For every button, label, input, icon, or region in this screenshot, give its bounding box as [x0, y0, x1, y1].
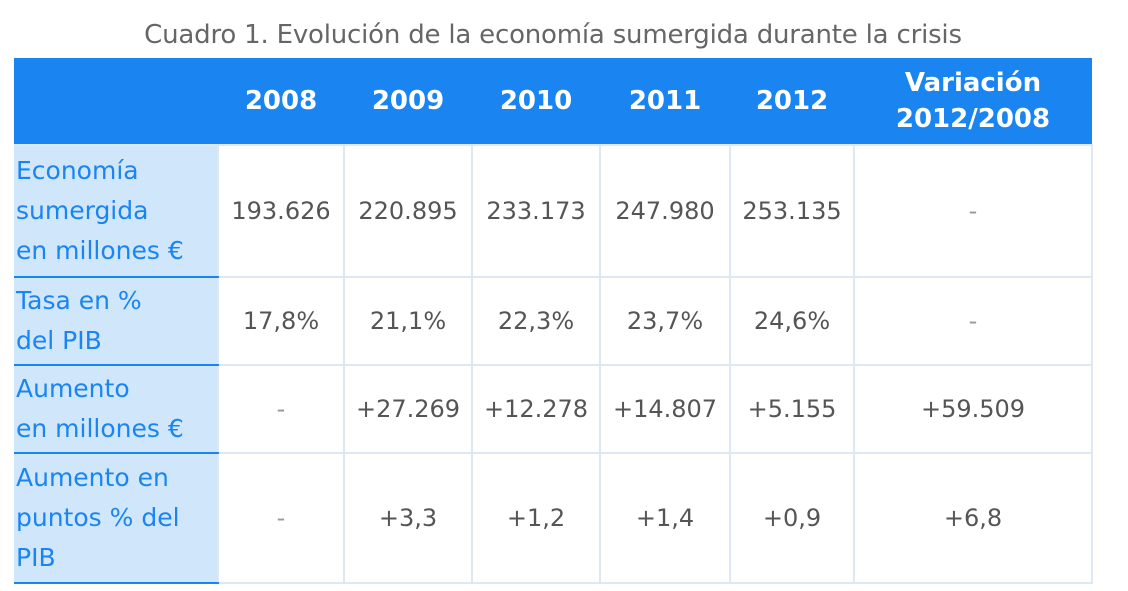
table-cell: 253.135 — [729, 144, 855, 278]
table-cell: 220.895 — [343, 144, 473, 278]
row-label-line: sumergida — [16, 196, 149, 225]
row-label-tasa: Tasa en % del PIB — [14, 276, 219, 366]
table-cell: +14.807 — [599, 364, 731, 454]
table-cell: +1,2 — [471, 452, 601, 584]
table-cell: - — [217, 452, 345, 584]
table-cell: +0,9 — [729, 452, 855, 584]
header-variation: Variación 2012/2008 — [854, 58, 1092, 145]
table-cell: +59.509 — [853, 364, 1093, 454]
row-label-line: Aumento — [16, 374, 130, 403]
table-cell: 23,7% — [599, 276, 731, 366]
row-label-line: del PIB — [16, 326, 102, 355]
header-2010: 2010 — [472, 58, 600, 145]
table-cell: +12.278 — [471, 364, 601, 454]
table-caption: Cuadro 1. Evolución de la economía sumer… — [144, 20, 962, 50]
header-2012: 2012 — [730, 58, 854, 145]
table-row: Economía sumergida en millones € 193.626… — [14, 144, 1093, 278]
row-label-aumento-millones: Aumento en millones € — [14, 364, 219, 454]
table-cell: 233.173 — [471, 144, 601, 278]
row-label-line: en millones € — [16, 414, 184, 443]
row-label-line: Tasa en % — [16, 286, 142, 315]
table-row: Aumento en millones € - +27.269 +12.278 … — [14, 364, 1093, 454]
economy-table: 2008 2009 2010 2011 2012 Variación 2012/… — [14, 58, 1093, 584]
header-variation-line1: Variación — [904, 68, 1042, 98]
table-cell: +5.155 — [729, 364, 855, 454]
table-cell: 22,3% — [471, 276, 601, 366]
row-label-line: PIB — [16, 543, 56, 572]
row-label-economia: Economía sumergida en millones € — [14, 144, 219, 278]
table-cell: 247.980 — [599, 144, 731, 278]
row-label-line: Economía — [16, 156, 139, 185]
table-cell: - — [217, 364, 345, 454]
table-row: Tasa en % del PIB 17,8% 21,1% 22,3% 23,7… — [14, 276, 1093, 366]
row-label-line: puntos % del — [16, 503, 180, 532]
header-row: 2008 2009 2010 2011 2012 Variación 2012/… — [14, 58, 1092, 145]
header-2009: 2009 — [344, 58, 472, 145]
table-cell: +3,3 — [343, 452, 473, 584]
table-cell: +27.269 — [343, 364, 473, 454]
table-cell: 24,6% — [729, 276, 855, 366]
table-row: Aumento en puntos % del PIB - +3,3 +1,2 … — [14, 452, 1093, 584]
table-cell: +6,8 — [853, 452, 1093, 584]
row-label-aumento-puntos: Aumento en puntos % del PIB — [14, 452, 219, 584]
table-cell: - — [853, 276, 1093, 366]
header-2011: 2011 — [600, 58, 730, 145]
table-cell: 17,8% — [217, 276, 345, 366]
header-variation-line2: 2012/2008 — [895, 104, 1051, 134]
table-cell: +1,4 — [599, 452, 731, 584]
table-cell: - — [853, 144, 1093, 278]
table-cell: 193.626 — [217, 144, 345, 278]
table-cell: 21,1% — [343, 276, 473, 366]
header-corner — [14, 58, 218, 145]
row-label-line: en millones € — [16, 236, 184, 265]
header-2008: 2008 — [218, 58, 344, 145]
row-label-line: Aumento en — [16, 463, 169, 492]
